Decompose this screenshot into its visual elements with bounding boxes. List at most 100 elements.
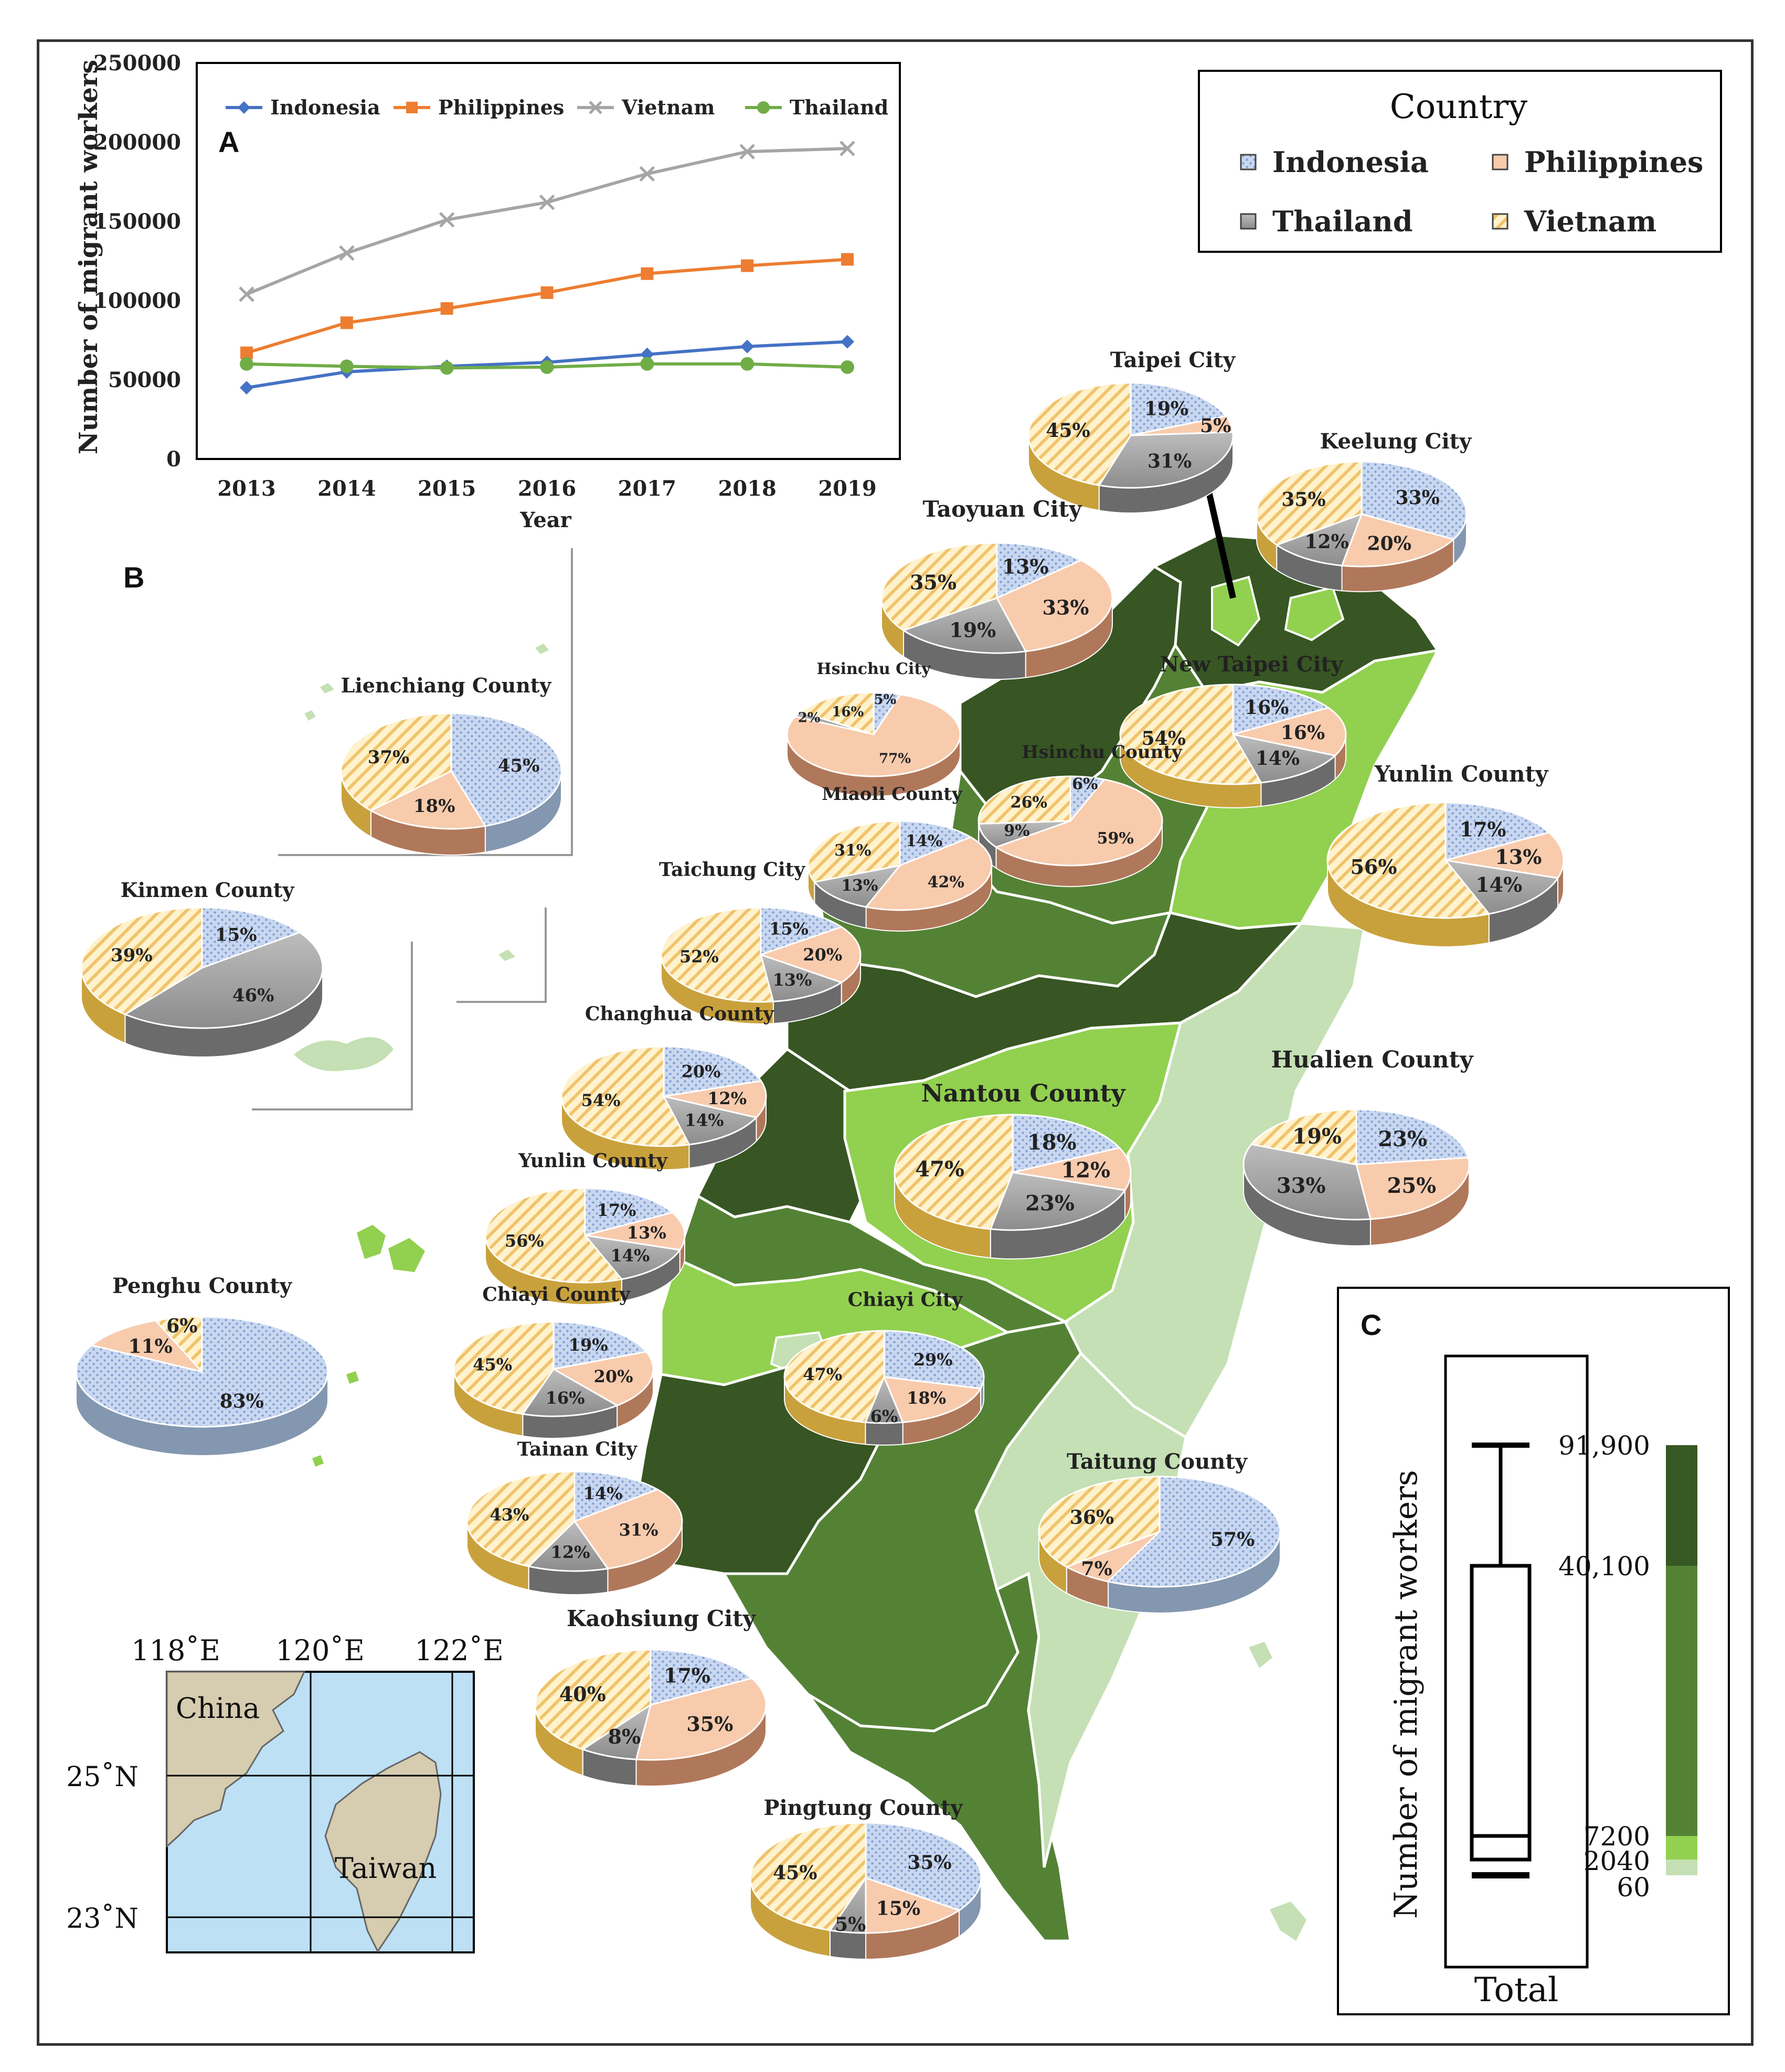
pie-label-indonesia: 57% [1210, 1529, 1255, 1551]
pie-label-vietnam: 40% [559, 1682, 606, 1706]
island-penghu-small [312, 1371, 359, 1467]
inset-taiwan-label: Taiwan [335, 1852, 437, 1885]
pie-slice-philippines [573, 1488, 683, 1569]
taipei-leader-line [1204, 482, 1236, 599]
legend-swatch-vietnam [1492, 213, 1508, 230]
pie-slice-philippines [883, 1376, 982, 1424]
data-point-vietnam [639, 166, 655, 182]
pie-slice-vietnam [80, 906, 203, 1016]
pie-slice-thailand [583, 1234, 682, 1280]
pie-title: Hualien County [1271, 1046, 1473, 1073]
pie-label-thailand: 2% [798, 710, 821, 725]
data-point-indonesia [240, 381, 253, 395]
pie-slice-indonesia [552, 1321, 648, 1370]
color-scale-label: 2040 [1584, 1846, 1650, 1876]
pie-chiayi-county: 19% 20% 16% 45% Chiayi County [453, 1284, 654, 1439]
lienchiang-frame [278, 548, 573, 856]
pie-label-vietnam: 45% [773, 1862, 817, 1884]
pie-label-vietnam: 39% [111, 945, 153, 966]
pie-label-thailand: 16% [546, 1388, 585, 1408]
pie-label-vietnam: 56% [505, 1231, 544, 1251]
pie-slice-philippines [1232, 707, 1347, 757]
pie-label-vietnam: 31% [834, 841, 871, 860]
legend-marker-thailand [757, 101, 770, 114]
pie-yunlin-county: 17% 13%14% 56% Yunlin County [484, 1150, 686, 1305]
pie-title: Pingtung County [763, 1796, 963, 1820]
pie-slice-indonesia [1444, 802, 1551, 861]
country-legend-box [1198, 70, 1722, 253]
line-chart-ytick-label: 250000 [93, 51, 181, 76]
pie-slice-philippines [635, 1677, 767, 1761]
panel-label-a: A [218, 125, 239, 158]
figure-frame [37, 39, 1754, 2046]
pie-label-indonesia: 33% [1396, 487, 1440, 509]
pie-pingtung-county: 35% 15% 5% 45% Pingtung County [749, 1796, 982, 1960]
pie-title: Yunlin County [1374, 761, 1549, 787]
pie-label-vietnam: 16% [832, 704, 864, 720]
legend-marker-vietnam [589, 101, 602, 114]
data-point-thailand [540, 360, 554, 374]
pie-slice-thailand [1231, 733, 1337, 784]
pie-label-indonesia: 14% [906, 832, 942, 850]
legend-marker-indonesia [238, 101, 250, 114]
pie-label-philippines: 13% [627, 1223, 666, 1243]
pie-title: Lienchiang County [341, 674, 552, 697]
panel-label-b: B [123, 561, 144, 594]
pie-slice-philippines [585, 1211, 686, 1251]
pie-title: Hsinchu City [816, 660, 931, 678]
pie-slice-thailand [1443, 859, 1559, 915]
island-penghu [357, 1225, 425, 1272]
pie-slice-philippines [1341, 513, 1455, 568]
pie-label-philippines: 12% [1061, 1158, 1110, 1183]
pie-label-indonesia: 5% [874, 692, 897, 708]
island-lieyu [498, 949, 515, 961]
box-plot-frame [1337, 1287, 1730, 2015]
pie-miaoli-county: 14% 42% 13% 31% Miaoli County [807, 784, 993, 932]
inset-lat-25-label: 25˚N [66, 1761, 139, 1793]
pie-label-philippines: 33% [1042, 595, 1089, 619]
legend-swatch-philippines [1492, 154, 1508, 170]
pie-slice-indonesia [883, 1330, 985, 1390]
pie-slice-thailand [527, 1520, 609, 1572]
pie-kaohsiung-city: 17% 35% 8%40% Kaohsiung City [534, 1606, 767, 1787]
pie-label-thailand: 5% [835, 1914, 866, 1936]
color-scale-band [1666, 1445, 1697, 1566]
data-point-indonesia [841, 335, 854, 349]
line-chart-ytick-label: 100000 [93, 289, 181, 313]
box-plot-panel-c: C Number of migrant workers Total 91,900… [1337, 1287, 1730, 2015]
pie-label-thailand: 8% [608, 1725, 641, 1748]
pie-slice-philippines [995, 559, 1113, 653]
pie-slice-vietnam [340, 712, 452, 811]
pie-slice-vietnam [1326, 802, 1491, 919]
pie-title: Taoyuan City [923, 496, 1083, 522]
pie-slice-indonesia [650, 1649, 753, 1706]
pie-label-vietnam: 6% [166, 1315, 197, 1337]
pie-label-indonesia: 17% [664, 1663, 710, 1687]
data-point-philippines [641, 267, 654, 280]
line-chart-ytick-label: 50000 [108, 368, 181, 392]
pie-label-philippines: 12% [707, 1088, 747, 1108]
pie-slice-vietnam [1250, 1108, 1357, 1166]
line-chart-xtick-label: 2019 [818, 476, 876, 501]
line-chart-ytick-label: 200000 [93, 130, 181, 155]
legend-label-vietnam: Vietnam [621, 95, 715, 119]
island-green-orchid [1249, 1642, 1306, 1941]
data-point-philippines [340, 316, 353, 329]
region-keelung [1284, 586, 1345, 642]
pie-slice-indonesia [663, 1045, 763, 1097]
pie-label-philippines: 20% [594, 1366, 633, 1386]
color-scale-label: 60 [1617, 1872, 1650, 1903]
pie-changhua-county: 20% 12%14% 54% Changhua County [560, 1003, 774, 1170]
legend-label-indonesia: Indonesia [1272, 145, 1429, 179]
pie-title: Taitung County [1067, 1449, 1248, 1474]
pie-slice-vietnam [660, 906, 774, 1003]
pie-slice-vietnam [484, 1187, 623, 1284]
pie-label-thailand: 19% [949, 618, 996, 642]
pie-nantou-county: 18% 12% 23% 47% Nantou County [894, 1079, 1132, 1259]
pie-title: Nantou County [921, 1079, 1126, 1107]
pie-hsinchu-city: 5% 77% 2% 16% Hsinchu City [786, 660, 961, 797]
pie-chiayi-city: 29% 18% 6% 47% Chiayi City [783, 1289, 985, 1446]
pie-slice-vietnam [154, 1316, 203, 1374]
legend-label-indonesia: Indonesia [270, 95, 380, 119]
pie-slice-vietnam [1256, 461, 1363, 546]
